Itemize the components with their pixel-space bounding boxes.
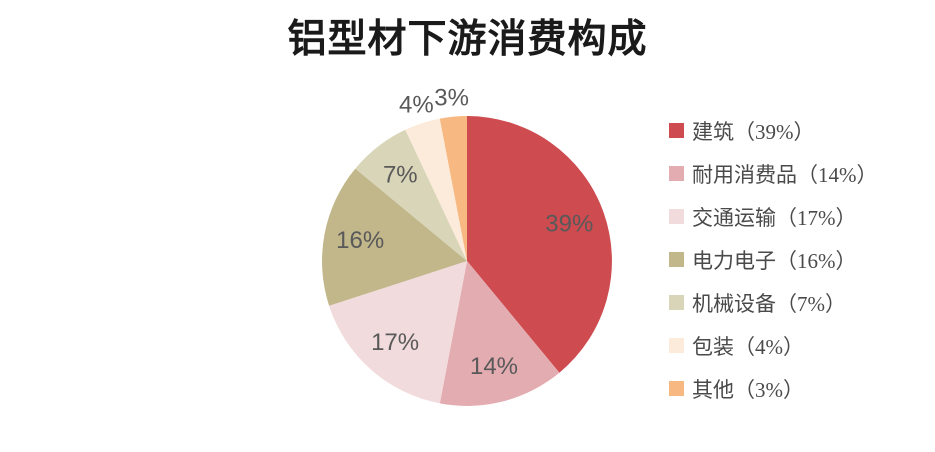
pie-label-建筑: 39%	[545, 211, 593, 238]
pie-label-交通运输: 17%	[371, 329, 419, 356]
legend-swatch	[669, 123, 684, 138]
pie-label-电力电子: 16%	[336, 227, 384, 254]
legend-item: 机械设备（7%）	[669, 281, 878, 324]
legend-label: 其他（3%）	[692, 377, 804, 402]
chart-title: 铝型材下游消费构成	[287, 18, 648, 61]
pie-slice-包装	[405, 118, 467, 261]
pie-label-耐用消费品: 14%	[470, 353, 518, 380]
pie-slice-交通运输	[329, 261, 467, 404]
pie-slice-机械设备	[355, 129, 467, 261]
legend-swatch	[669, 252, 684, 267]
legend-label: 机械设备（7%）	[692, 291, 846, 316]
pie-slice-电力电子	[322, 168, 467, 306]
legend-swatch	[669, 209, 684, 224]
legend-label: 包装（4%）	[692, 334, 804, 359]
pie-label-机械设备: 7%	[383, 162, 418, 189]
legend-item: 建筑（39%）	[669, 109, 878, 152]
legend-item: 其他（3%）	[669, 367, 878, 410]
legend-swatch	[669, 381, 684, 396]
legend-swatch	[669, 166, 684, 181]
legend-swatch	[669, 338, 684, 353]
legend: 建筑（39%） 耐用消费品（14%） 交通运输（17%） 电力电子（16%） 机械设备（…	[669, 109, 878, 410]
legend-label: 电力电子（16%）	[692, 248, 857, 273]
pie-slice-耐用消费品	[439, 261, 560, 406]
pie-slice-其他	[439, 116, 467, 261]
legend-item: 包装（4%）	[669, 324, 878, 367]
legend-item: 耐用消费品（14%）	[669, 152, 878, 195]
pie-label-包装: 4%	[399, 92, 434, 119]
legend-item: 交通运输（17%）	[669, 195, 878, 238]
legend-label: 耐用消费品（14%）	[692, 162, 878, 187]
legend-item: 电力电子（16%）	[669, 238, 878, 281]
legend-swatch	[669, 295, 684, 310]
pie-slice-建筑	[467, 116, 612, 373]
legend-label: 交通运输（17%）	[692, 205, 857, 230]
legend-label: 建筑（39%）	[692, 119, 815, 144]
pie-label-其他: 3%	[434, 84, 469, 111]
